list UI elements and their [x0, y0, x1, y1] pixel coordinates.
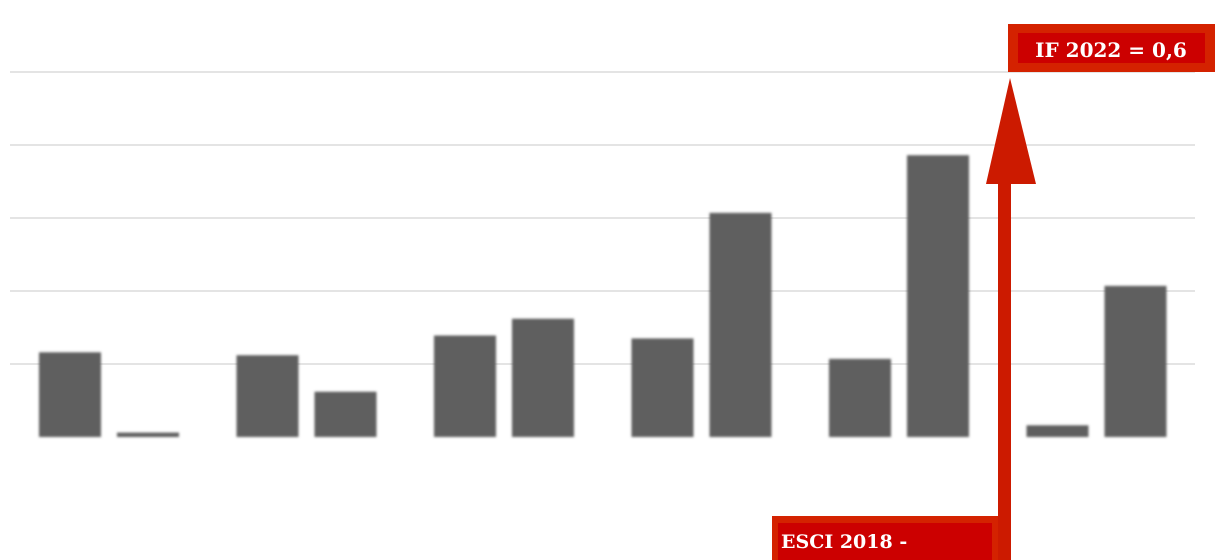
top-callout-inner: [1018, 33, 1205, 63]
arrow-shaft: [998, 180, 1011, 560]
bar-series-1-group-3: [434, 335, 496, 437]
top-callout: IF 2022 = 0,6: [1008, 24, 1215, 72]
bar-series-2-group-3: [512, 318, 574, 437]
bottom-callout: ESCI 2018 -: [772, 516, 998, 560]
bar-series-2-group-6: [1104, 285, 1167, 437]
bar-series-2-group-1: [117, 432, 179, 437]
bars: [39, 155, 1167, 437]
bar-series-1-group-4: [631, 338, 694, 437]
bottom-callout-inner: [778, 523, 992, 560]
bar-series-2-group-4: [709, 212, 772, 437]
bar-series-2-group-5: [907, 155, 969, 437]
arrow-head: [986, 78, 1036, 184]
bar-series-1-group-2: [236, 355, 299, 437]
bar-series-1-group-6: [1026, 425, 1089, 437]
up-arrow-icon: [986, 78, 1036, 560]
bar-series-2-group-2: [314, 391, 377, 437]
top-callout-label: IF 2022 = 0,6: [1035, 38, 1187, 62]
bottom-callout-label: ESCI 2018 -: [781, 531, 907, 553]
bar-series-1-group-1: [39, 352, 101, 437]
bar-series-1-group-5: [829, 358, 891, 437]
